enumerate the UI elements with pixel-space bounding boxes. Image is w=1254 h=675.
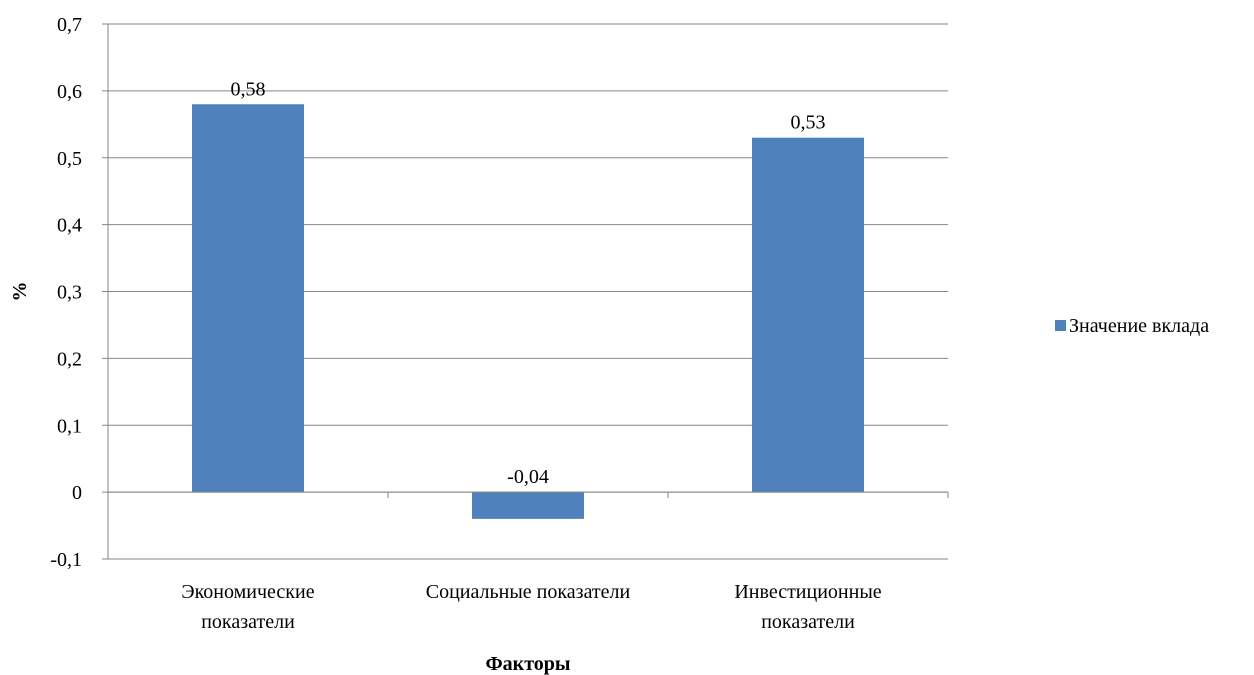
category-label: показатели (201, 611, 295, 633)
legend-label: Значение вклада (1069, 315, 1209, 337)
y-tick-label: 0,1 (57, 415, 82, 437)
y-tick-label: 0,4 (57, 215, 82, 237)
y-axis-title: % (9, 282, 31, 302)
bars (192, 104, 864, 519)
category-label: Экономические (181, 581, 314, 603)
y-tick-label: 0,6 (57, 81, 82, 103)
data-label: 0,58 (231, 78, 266, 100)
y-tick-label: 0,3 (57, 282, 82, 304)
bar (752, 137, 864, 493)
data-label: -0,04 (507, 466, 549, 488)
data-label: 0,53 (791, 112, 826, 134)
y-tick-label: -0,1 (50, 549, 82, 571)
x-axis-title: Факторы (486, 653, 571, 675)
y-tick-label: 0,5 (57, 148, 82, 170)
legend-swatch (1055, 320, 1066, 331)
axes (107, 24, 949, 559)
y-tick-label: 0,7 (57, 14, 82, 36)
y-tick-label: 0,2 (57, 348, 82, 370)
category-label: Социальные показатели (426, 581, 631, 603)
y-axis-ticks: -0,1 0 0,1 0,2 0,3 0,4 0,5 0,6 0,7 (50, 14, 108, 571)
category-label: Инвестиционные (734, 581, 881, 603)
bar (192, 104, 304, 493)
category-label: показатели (761, 611, 855, 633)
y-tick-label: 0 (72, 482, 82, 504)
category-labels: Экономические показатели Социальные показа… (181, 581, 881, 633)
data-labels: 0,58 -0,04 0,53 (231, 78, 826, 488)
bar (472, 492, 584, 519)
legend: Значение вклада (1055, 315, 1209, 337)
